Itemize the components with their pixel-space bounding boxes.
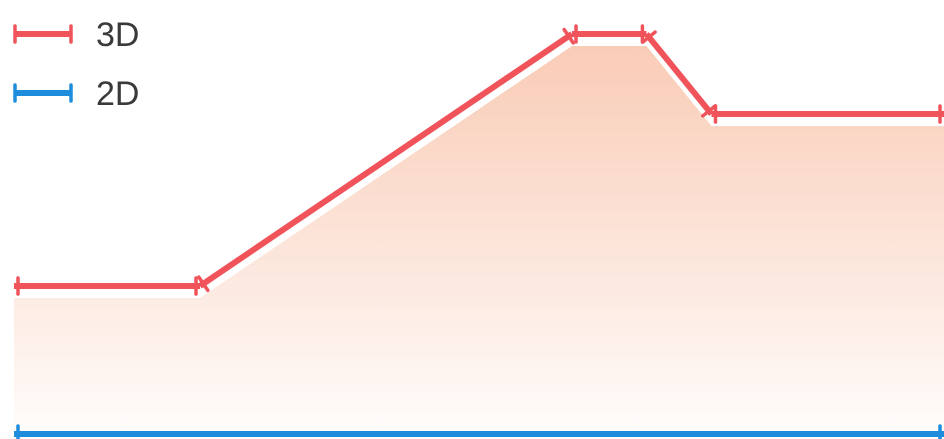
legend-item-3d: 3D bbox=[13, 16, 139, 54]
series-3d-point-marker bbox=[640, 30, 657, 44]
area-layer bbox=[14, 46, 944, 434]
series-3d-point-marker bbox=[197, 275, 210, 293]
legend-item-2d: 2D bbox=[13, 75, 139, 113]
legend-label-3d: 3D bbox=[96, 16, 139, 54]
series-3d-point-marker bbox=[701, 104, 717, 118]
series-3d-area bbox=[14, 46, 944, 434]
series-3d-segment bbox=[198, 31, 574, 289]
marker-layer bbox=[16, 24, 942, 439]
series-3d-segment bbox=[644, 32, 714, 116]
series-3d-point-marker bbox=[562, 27, 575, 45]
legend-label-2d: 2D bbox=[96, 75, 139, 113]
legend: 3D 2D bbox=[13, 16, 139, 113]
line-layer bbox=[14, 31, 944, 437]
